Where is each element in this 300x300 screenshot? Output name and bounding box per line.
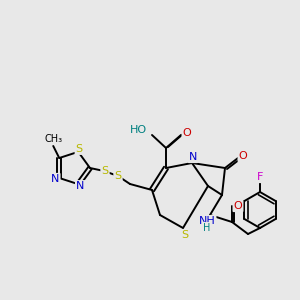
Text: O: O (234, 201, 242, 211)
Text: O: O (183, 128, 191, 138)
Text: S: S (182, 230, 189, 240)
Text: S: S (101, 166, 109, 176)
Text: N: N (51, 174, 59, 184)
Text: S: S (76, 144, 83, 154)
Text: F: F (257, 172, 263, 182)
Text: CH₃: CH₃ (44, 134, 62, 144)
Text: HO: HO (130, 125, 147, 135)
Text: N: N (76, 181, 84, 191)
Text: S: S (114, 171, 122, 181)
Text: N: N (189, 152, 197, 162)
Text: H: H (203, 223, 211, 233)
Text: O: O (238, 151, 247, 161)
Text: NH: NH (199, 216, 215, 226)
